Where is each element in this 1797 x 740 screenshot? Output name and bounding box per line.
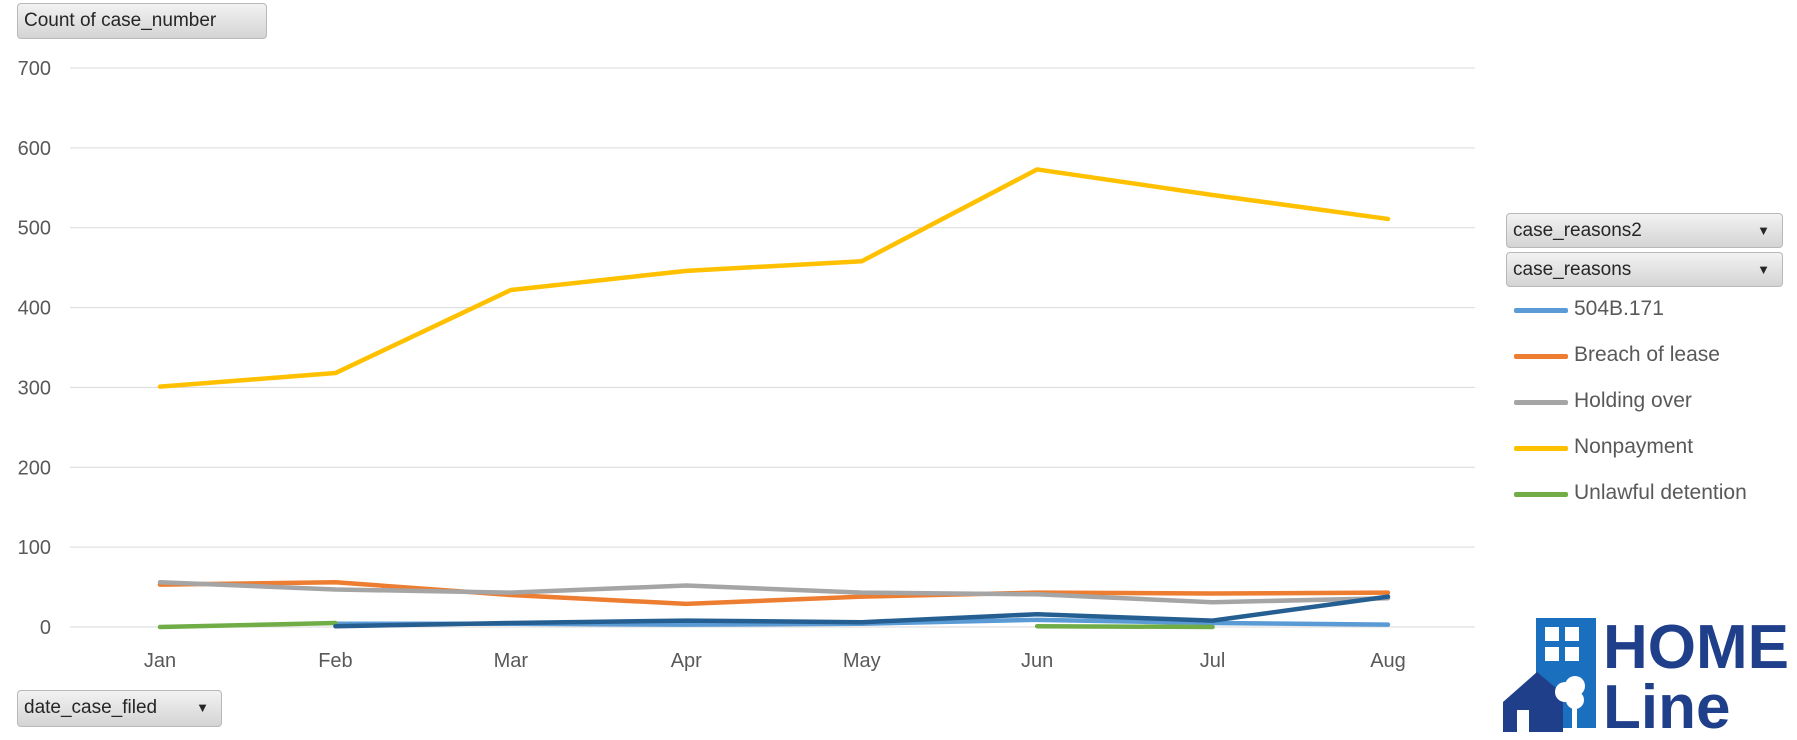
x-tick-label: Jun xyxy=(1021,650,1053,672)
legend-label: 504B.171 xyxy=(1574,297,1664,320)
x-tick-label: Mar xyxy=(494,650,529,672)
series-line xyxy=(157,167,1391,389)
legend-field-case-reasons2-button[interactable]: case_reasons2 ▼ xyxy=(1506,213,1783,248)
values-field-button[interactable]: Count of case_number xyxy=(17,3,267,39)
x-tick-label: Jan xyxy=(144,650,176,672)
axis-field-button[interactable]: date_case_filed ▼ xyxy=(17,690,222,727)
legend-swatch xyxy=(1514,308,1568,313)
x-tick-label: Aug xyxy=(1370,650,1406,672)
x-tick-label: May xyxy=(843,650,881,672)
logo-text-home: HOME xyxy=(1603,614,1788,682)
x-tick-label: Jul xyxy=(1200,650,1226,672)
axis-field-label: date_case_filed xyxy=(24,697,158,718)
y-tick-label: 200 xyxy=(18,457,51,479)
y-tick-label: 300 xyxy=(18,377,51,399)
dropdown-arrow-icon: ▼ xyxy=(196,700,209,715)
x-tick-label: Apr xyxy=(671,650,702,672)
series-line xyxy=(157,620,338,630)
series-line xyxy=(333,594,1391,629)
legend-swatch xyxy=(1514,354,1568,359)
y-tick-label: 400 xyxy=(18,298,51,320)
legend-field-case-reasons-button[interactable]: case_reasons ▼ xyxy=(1506,252,1783,287)
dropdown-arrow-icon: ▼ xyxy=(1757,262,1770,277)
y-tick-label: 700 xyxy=(18,58,51,80)
homeline-logo: HOME Line xyxy=(1503,614,1788,732)
legend-swatch xyxy=(1514,400,1568,405)
legend-field-2-label: case_reasons xyxy=(1513,259,1632,280)
logo-text-line: Line xyxy=(1603,673,1730,732)
legend-label: Unlawful detention xyxy=(1574,481,1747,504)
x-tick-label: Feb xyxy=(318,650,352,672)
legend-field-1-label: case_reasons2 xyxy=(1513,220,1642,241)
legend-label: Breach of lease xyxy=(1574,343,1720,366)
series-line xyxy=(157,580,1391,605)
y-tick-label: 100 xyxy=(18,537,51,559)
legend-label: Nonpayment xyxy=(1574,435,1694,458)
series-line xyxy=(157,580,1391,607)
y-tick-label: 500 xyxy=(18,218,51,240)
legend-label: Holding over xyxy=(1574,389,1692,412)
legend-swatch xyxy=(1514,492,1568,497)
y-tick-label: 600 xyxy=(18,138,51,160)
dropdown-arrow-icon: ▼ xyxy=(1757,223,1770,238)
y-tick-label: 0 xyxy=(40,617,51,639)
legend-swatch xyxy=(1514,446,1568,451)
values-field-label: Count of case_number xyxy=(24,10,217,31)
series-line xyxy=(1034,623,1215,630)
